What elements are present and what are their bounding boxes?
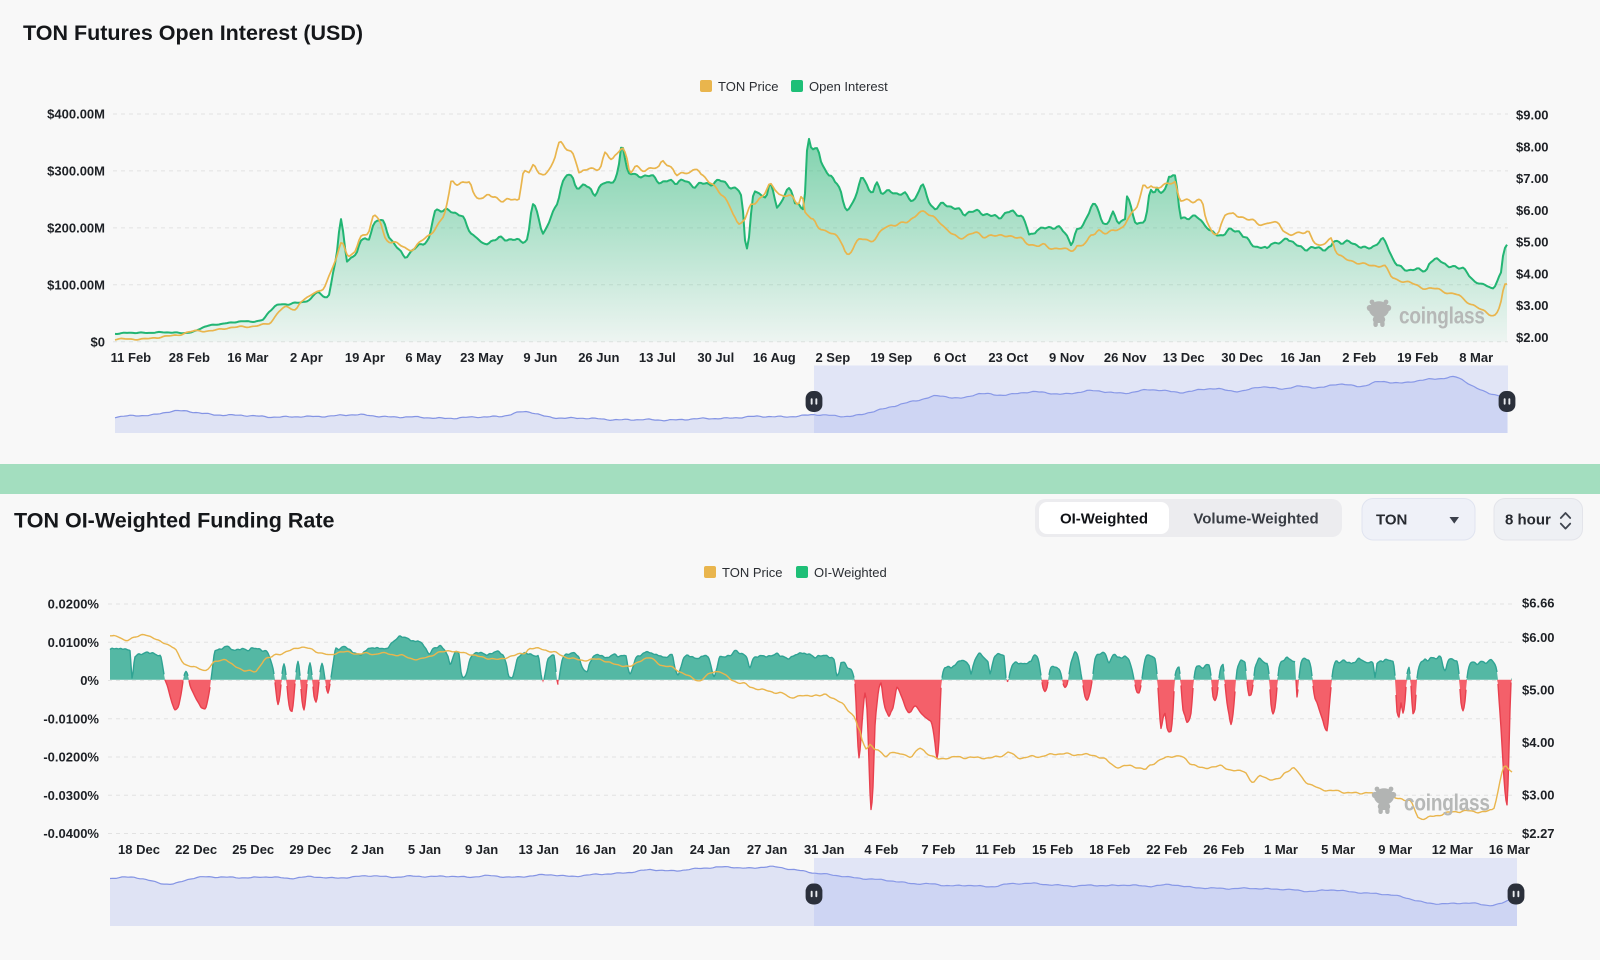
svg-text:$300.00M: $300.00M	[47, 163, 105, 178]
svg-text:16 Aug: 16 Aug	[753, 350, 796, 365]
svg-text:8 Mar: 8 Mar	[1459, 350, 1493, 365]
svg-text:-0.0100%: -0.0100%	[43, 711, 99, 726]
svg-text:11 Feb: 11 Feb	[111, 350, 152, 365]
svg-text:0%: 0%	[80, 673, 99, 688]
svg-text:19 Feb: 19 Feb	[1397, 350, 1438, 365]
svg-text:$5.00: $5.00	[1522, 683, 1555, 698]
svg-text:13 Dec: 13 Dec	[1163, 350, 1205, 365]
svg-text:OI-Weighted: OI-Weighted	[1060, 510, 1148, 527]
svg-text:9 Mar: 9 Mar	[1378, 842, 1412, 857]
svg-text:27 Jan: 27 Jan	[747, 842, 788, 857]
svg-text:9 Jan: 9 Jan	[465, 842, 498, 857]
svg-text:22 Dec: 22 Dec	[175, 842, 217, 857]
svg-text:19 Apr: 19 Apr	[345, 350, 385, 365]
svg-text:26 Feb: 26 Feb	[1203, 842, 1244, 857]
svg-text:$6.00: $6.00	[1516, 203, 1549, 218]
svg-text:6 May: 6 May	[405, 350, 442, 365]
svg-text:$400.00M: $400.00M	[47, 107, 105, 122]
svg-text:Open Interest: Open Interest	[809, 79, 888, 94]
svg-text:$2.00: $2.00	[1516, 330, 1549, 345]
svg-text:$100.00M: $100.00M	[47, 277, 105, 292]
svg-text:16 Mar: 16 Mar	[227, 350, 268, 365]
svg-text:$2.27: $2.27	[1522, 826, 1555, 841]
svg-text:$3.00: $3.00	[1522, 788, 1555, 803]
svg-text:18 Feb: 18 Feb	[1089, 842, 1130, 857]
svg-text:22 Feb: 22 Feb	[1146, 842, 1187, 857]
svg-text:TON: TON	[1376, 511, 1407, 528]
svg-text:19 Sep: 19 Sep	[870, 350, 912, 365]
svg-text:$3.00: $3.00	[1516, 298, 1549, 313]
svg-text:23 Oct: 23 Oct	[988, 350, 1028, 365]
svg-text:28 Feb: 28 Feb	[169, 350, 210, 365]
svg-text:26 Jun: 26 Jun	[578, 350, 619, 365]
svg-text:13 Jul: 13 Jul	[639, 350, 676, 365]
svg-text:16 Jan: 16 Jan	[576, 842, 617, 857]
svg-text:-0.0400%: -0.0400%	[43, 826, 99, 841]
svg-text:20 Jan: 20 Jan	[633, 842, 674, 857]
svg-text:$8.00: $8.00	[1516, 139, 1549, 154]
svg-text:$4.00: $4.00	[1522, 735, 1555, 750]
svg-text:coinglass: coinglass	[1399, 304, 1485, 329]
svg-text:12 Mar: 12 Mar	[1432, 842, 1473, 857]
svg-text:2 Feb: 2 Feb	[1342, 350, 1376, 365]
svg-text:11 Feb: 11 Feb	[975, 842, 1016, 857]
svg-text:TON Price: TON Price	[718, 79, 778, 94]
svg-text:4 Feb: 4 Feb	[864, 842, 898, 857]
svg-text:coinglass: coinglass	[1404, 791, 1490, 816]
svg-text:25 Dec: 25 Dec	[232, 842, 274, 857]
svg-text:0.0100%: 0.0100%	[48, 635, 100, 650]
svg-text:$7.00: $7.00	[1516, 171, 1549, 186]
svg-text:$9.00: $9.00	[1516, 107, 1549, 122]
svg-text:Volume-Weighted: Volume-Weighted	[1193, 510, 1318, 527]
svg-text:2 Apr: 2 Apr	[290, 350, 323, 365]
svg-text:OI-Weighted: OI-Weighted	[814, 565, 887, 580]
svg-text:-0.0200%: -0.0200%	[43, 750, 99, 765]
svg-text:30 Jul: 30 Jul	[697, 350, 734, 365]
svg-text:TON OI-Weighted Funding Rate: TON OI-Weighted Funding Rate	[14, 509, 335, 533]
svg-text:$6.66: $6.66	[1522, 595, 1555, 610]
svg-text:1 Mar: 1 Mar	[1264, 842, 1298, 857]
svg-text:18 Dec: 18 Dec	[118, 842, 160, 857]
svg-text:16 Jan: 16 Jan	[1280, 350, 1321, 365]
svg-text:16 Mar: 16 Mar	[1489, 842, 1530, 857]
svg-text:$200.00M: $200.00M	[47, 220, 105, 235]
svg-text:5 Jan: 5 Jan	[408, 842, 441, 857]
svg-text:31 Jan: 31 Jan	[804, 842, 845, 857]
svg-text:2 Sep: 2 Sep	[815, 350, 850, 365]
svg-text:$0: $0	[91, 334, 105, 349]
svg-text:$4.00: $4.00	[1516, 266, 1549, 281]
svg-text:5 Mar: 5 Mar	[1321, 842, 1355, 857]
svg-text:0.0200%: 0.0200%	[48, 597, 100, 612]
svg-text:7 Feb: 7 Feb	[921, 842, 955, 857]
svg-text:29 Dec: 29 Dec	[289, 842, 331, 857]
svg-text:$6.00: $6.00	[1522, 630, 1555, 645]
svg-text:-0.0300%: -0.0300%	[43, 788, 99, 803]
svg-text:TON Price: TON Price	[722, 565, 782, 580]
svg-text:23 May: 23 May	[460, 350, 504, 365]
svg-text:24 Jan: 24 Jan	[690, 842, 731, 857]
svg-text:26 Nov: 26 Nov	[1104, 350, 1147, 365]
svg-text:13 Jan: 13 Jan	[518, 842, 559, 857]
svg-text:TON Futures Open Interest (USD: TON Futures Open Interest (USD)	[23, 21, 363, 45]
svg-text:6 Oct: 6 Oct	[934, 350, 967, 365]
svg-text:$5.00: $5.00	[1516, 234, 1549, 249]
svg-text:9 Nov: 9 Nov	[1049, 350, 1085, 365]
svg-text:8 hour: 8 hour	[1505, 511, 1551, 528]
svg-text:30 Dec: 30 Dec	[1221, 350, 1263, 365]
svg-text:9 Jun: 9 Jun	[523, 350, 557, 365]
svg-text:15 Feb: 15 Feb	[1032, 842, 1073, 857]
svg-text:2 Jan: 2 Jan	[351, 842, 384, 857]
